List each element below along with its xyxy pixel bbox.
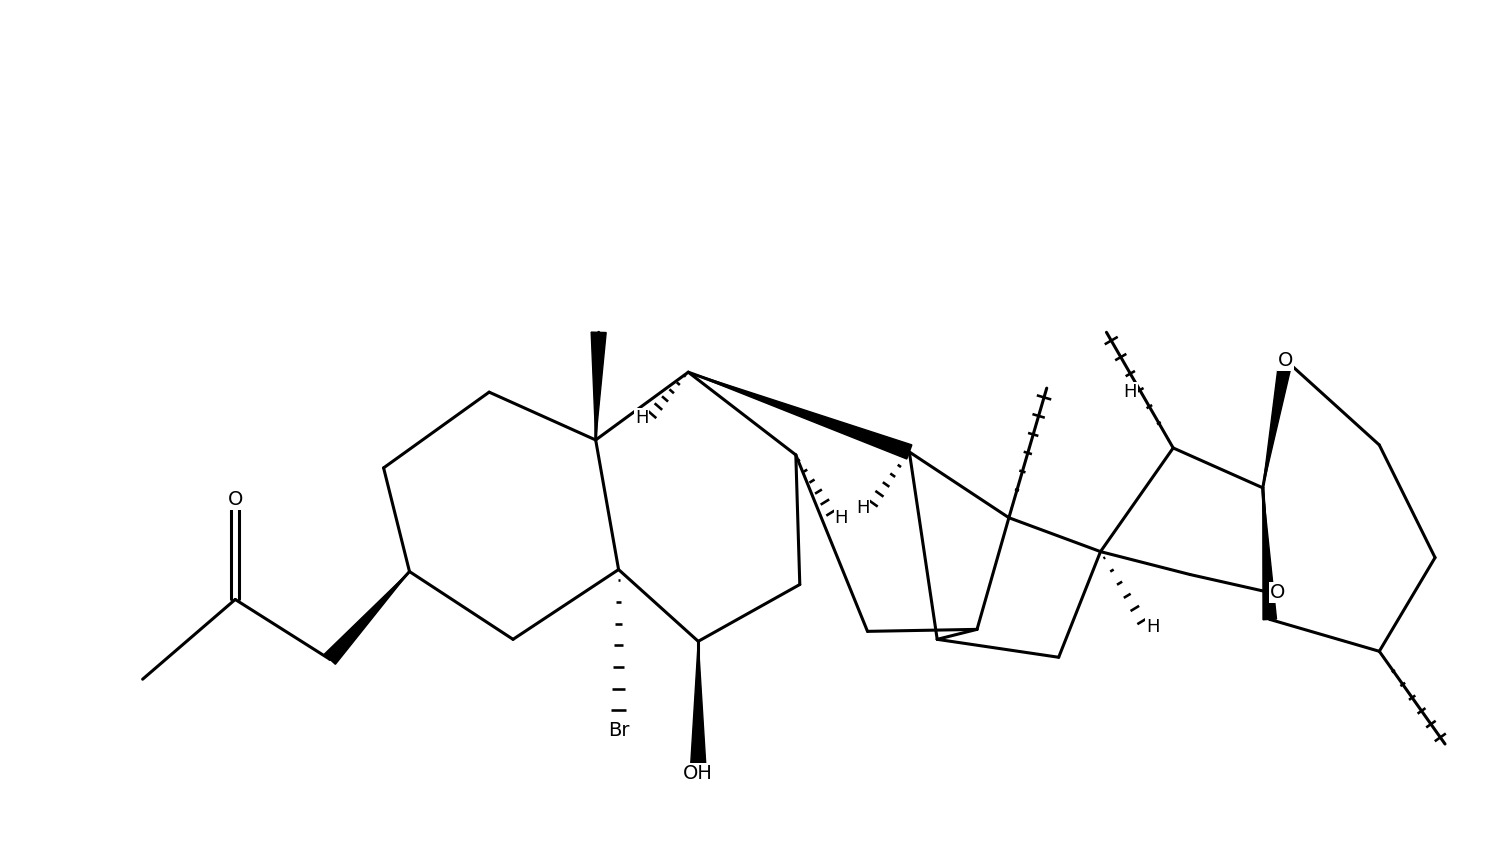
- Text: O: O: [227, 490, 242, 509]
- Polygon shape: [1264, 359, 1292, 488]
- Polygon shape: [324, 572, 410, 664]
- Text: H: H: [1123, 383, 1137, 401]
- Text: H: H: [636, 409, 649, 427]
- Text: H: H: [855, 499, 869, 516]
- Polygon shape: [1264, 488, 1277, 619]
- Polygon shape: [691, 641, 706, 764]
- Text: OH: OH: [684, 764, 714, 783]
- Text: H: H: [834, 509, 848, 527]
- Polygon shape: [592, 332, 605, 440]
- Text: O: O: [1270, 583, 1285, 602]
- Text: Br: Br: [608, 721, 630, 740]
- Polygon shape: [688, 372, 911, 459]
- Text: O: O: [1279, 350, 1294, 369]
- Text: H: H: [1146, 618, 1160, 637]
